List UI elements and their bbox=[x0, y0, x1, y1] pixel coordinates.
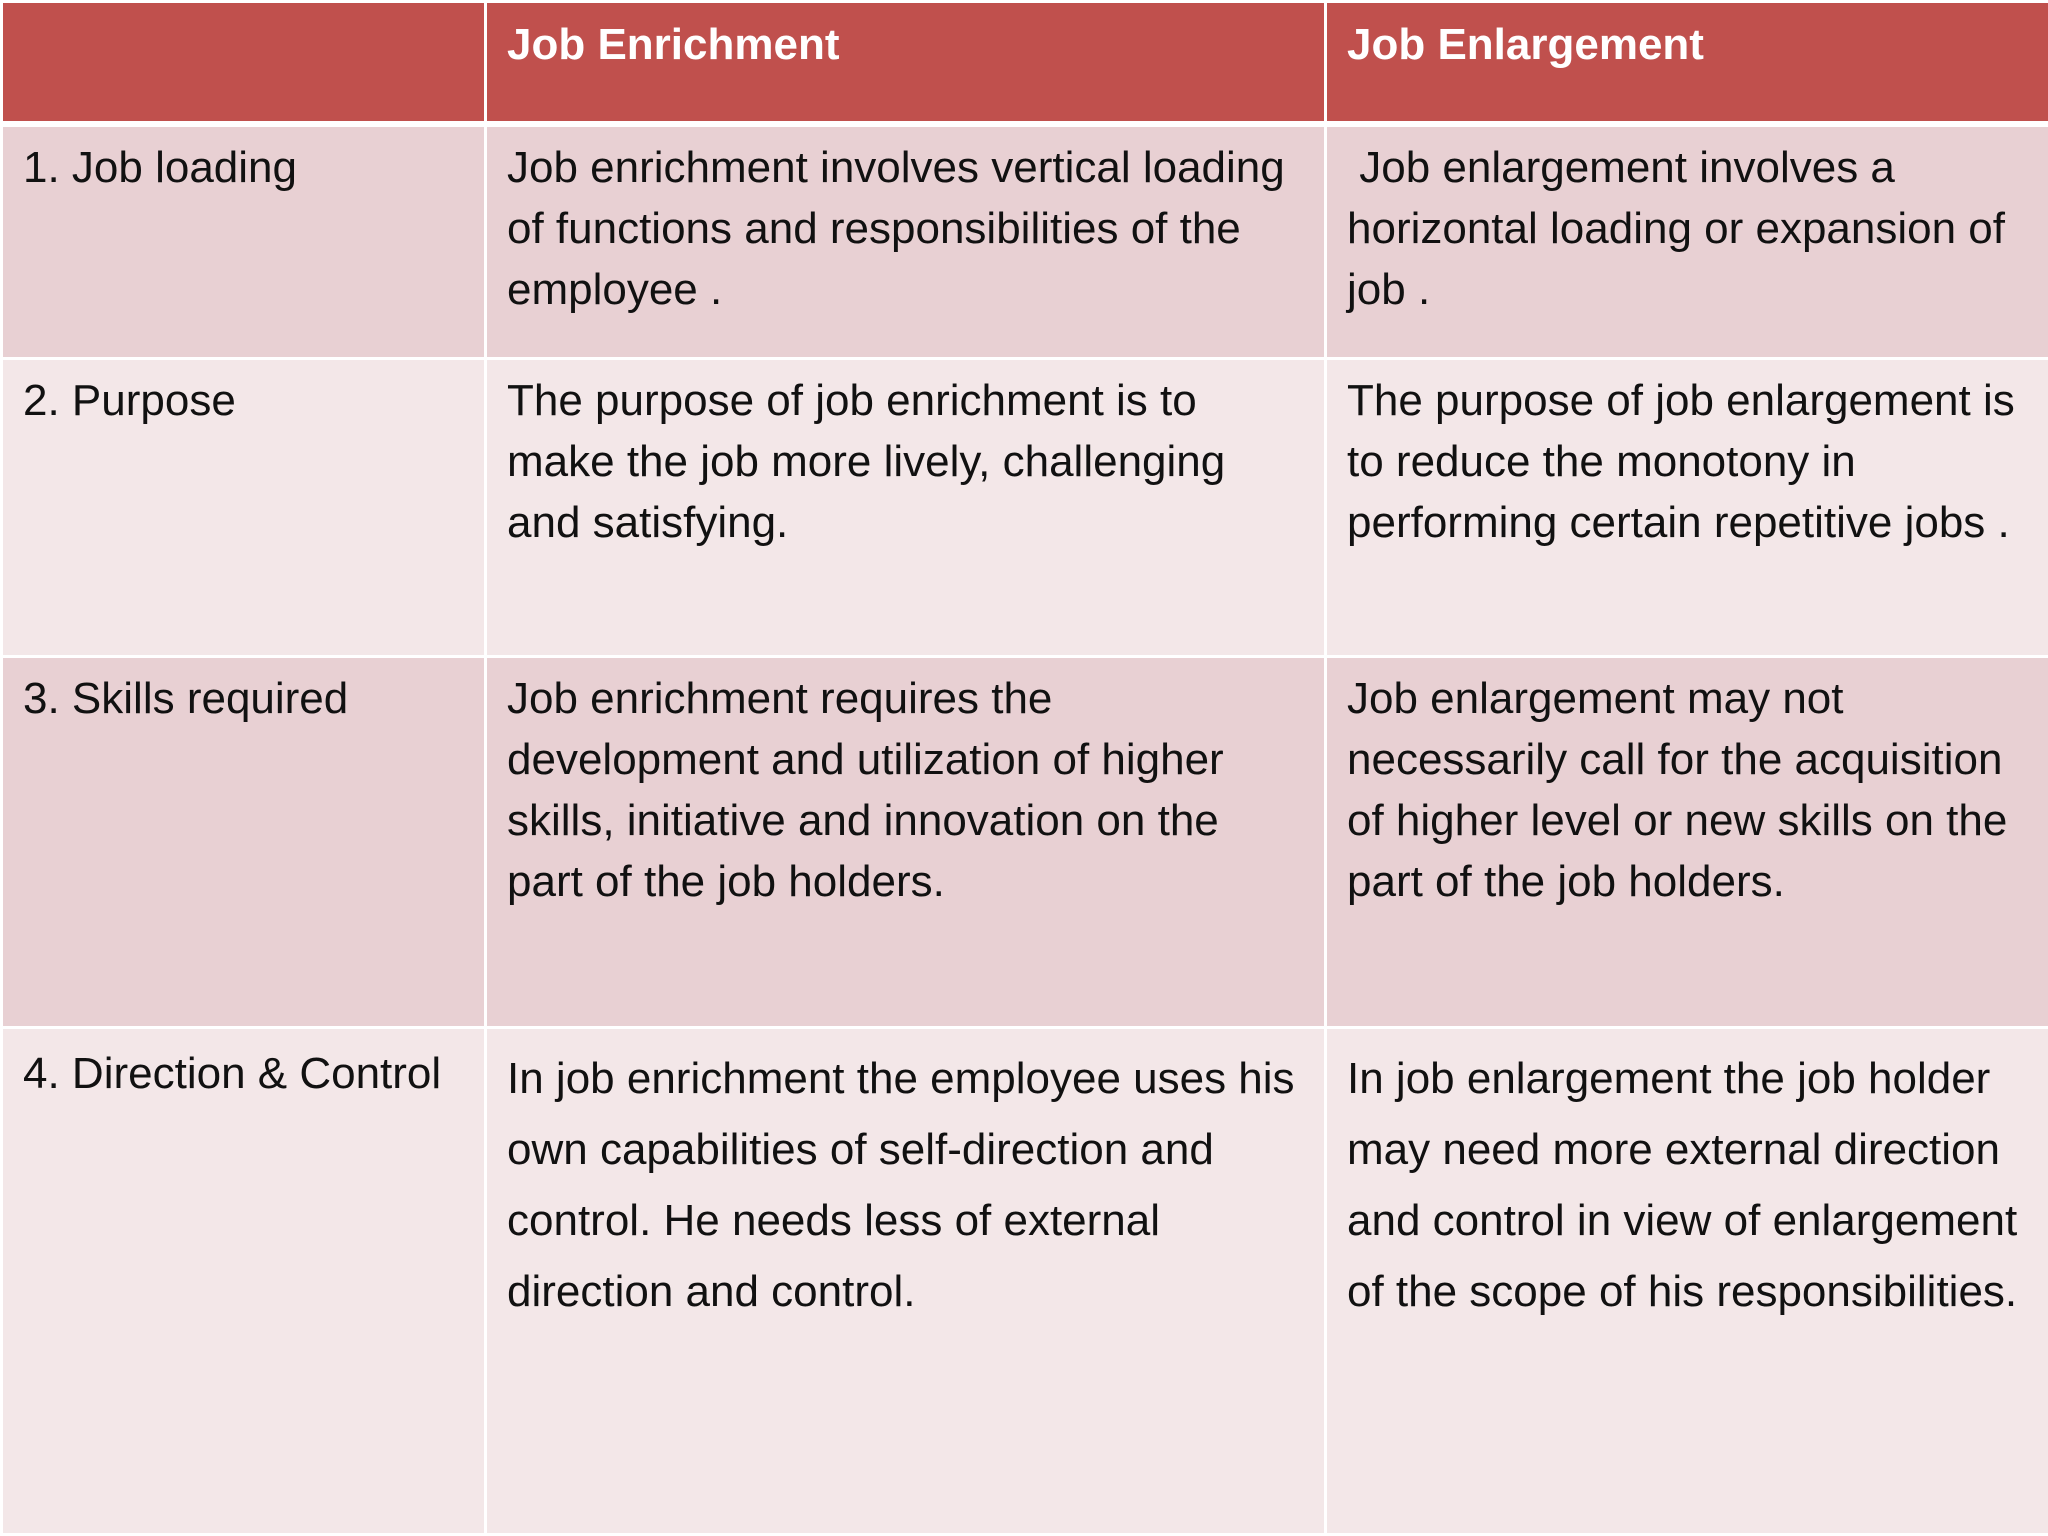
enlargement-cell: In job enlargement the job holder may ne… bbox=[1324, 1026, 2048, 1536]
row-label: 4. Direction & Control bbox=[0, 1026, 487, 1536]
table-row: 2. Purpose The purpose of job enrichment… bbox=[0, 357, 2048, 658]
enrichment-cell: The purpose of job enrichment is to make… bbox=[484, 357, 1327, 658]
enrichment-cell: Job enrichment involves vertical loading… bbox=[484, 122, 1327, 360]
enrichment-cell: In job enrichment the employee uses his … bbox=[484, 1026, 1327, 1536]
header-job-enlargement: Job Enlargement bbox=[1324, 0, 2048, 127]
enrichment-cell: Job enrichment requires the development … bbox=[484, 655, 1327, 1029]
row-label: 3. Skills required bbox=[0, 655, 487, 1029]
enlargement-cell: Job enlargement involves a horizontal lo… bbox=[1324, 122, 2048, 360]
header-corner-cell bbox=[0, 0, 487, 127]
enlargement-cell: The purpose of job enlargement is to red… bbox=[1324, 357, 2048, 658]
row-label: 2. Purpose bbox=[0, 357, 487, 658]
row-label: 1. Job loading bbox=[0, 122, 487, 360]
table-row: 1. Job loading Job enrichment involves v… bbox=[0, 122, 2048, 360]
enlargement-cell: Job enlargement may not necessarily call… bbox=[1324, 655, 2048, 1029]
header-job-enrichment: Job Enrichment bbox=[484, 0, 1327, 127]
table-row: 4. Direction & Control In job enrichment… bbox=[0, 1026, 2048, 1536]
header-row: Job Enrichment Job Enlargement bbox=[0, 0, 2048, 127]
table-row: 3. Skills required Job enrichment requir… bbox=[0, 655, 2048, 1029]
